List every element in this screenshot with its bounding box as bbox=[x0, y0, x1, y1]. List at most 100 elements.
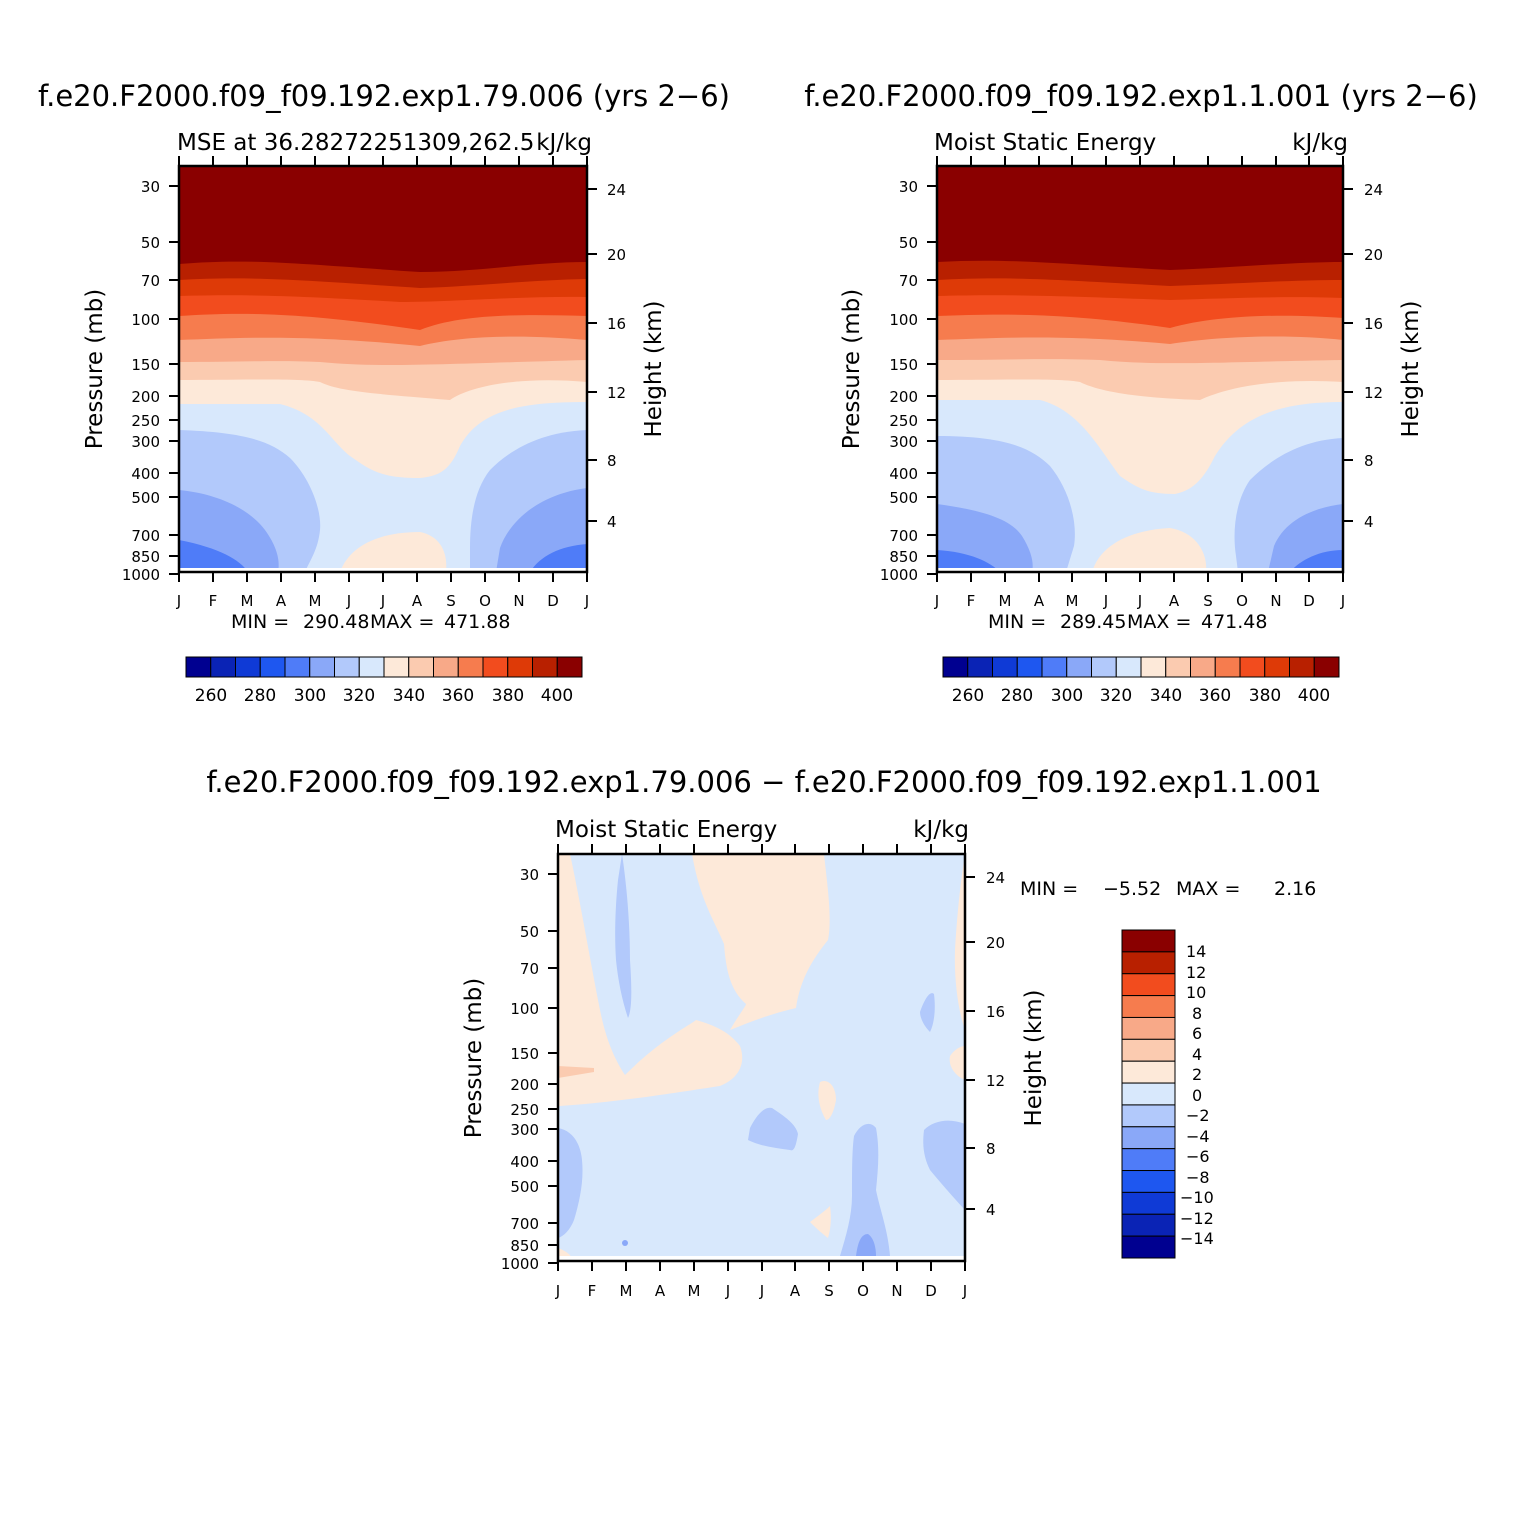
panel-units: kJ/kg bbox=[536, 130, 592, 156]
colorbar-label: 280 bbox=[244, 686, 276, 706]
x-tick-label: J bbox=[934, 592, 939, 610]
colorbar-label: 300 bbox=[294, 686, 326, 706]
colorbar-label: 260 bbox=[952, 686, 984, 706]
colorbar-swatch bbox=[1121, 995, 1176, 1018]
colorbar-swatch bbox=[433, 656, 459, 678]
colorbar-swatch bbox=[1313, 656, 1340, 678]
colorbar-swatch bbox=[334, 656, 360, 678]
colorbar-swatch bbox=[967, 656, 993, 678]
y-tick-label: 100 bbox=[889, 311, 918, 329]
y2-tick-label: 4 bbox=[607, 513, 617, 531]
panel-subtitle: MSE at 36.28272251309,262.5 bbox=[177, 130, 534, 156]
x-tick-label: N bbox=[513, 592, 524, 610]
x-tick-label: J bbox=[725, 1282, 730, 1300]
y-tick-label: 850 bbox=[889, 548, 918, 566]
y-axis-right bbox=[965, 876, 975, 1210]
colorbar-swatch bbox=[1165, 656, 1191, 678]
x-tick-label: J bbox=[759, 1282, 764, 1300]
x-tick-label: A bbox=[1034, 592, 1045, 610]
max-value: 471.88 bbox=[444, 611, 510, 633]
x-tick-label: M bbox=[241, 592, 254, 610]
y2-tick-label: 16 bbox=[1364, 315, 1383, 333]
y-tick-label: 300 bbox=[889, 433, 918, 451]
x-tick-labels: J F M A M J J A S O N D J bbox=[934, 592, 1345, 610]
colorbar-swatch bbox=[1121, 1170, 1176, 1193]
contour-fill bbox=[937, 166, 1343, 572]
y-tick-label: 250 bbox=[510, 1101, 539, 1119]
colorbar-swatch bbox=[1121, 1082, 1176, 1106]
colorbar-label: −6 bbox=[1186, 1147, 1210, 1166]
colorbar-label: 360 bbox=[442, 686, 474, 706]
y-tick-labels: 30 50 70 100 150 200 250 300 400 500 700… bbox=[122, 178, 160, 584]
x-tick-label: O bbox=[857, 1282, 869, 1300]
y2-tick-label: 24 bbox=[607, 181, 626, 199]
y-axis-label: Pressure (mb) bbox=[839, 289, 865, 449]
panel-units: kJ/kg bbox=[913, 817, 969, 843]
panel-title: f.e20.F2000.f09_f09.192.exp1.79.006 (yrs… bbox=[38, 79, 730, 113]
colorbar-label: 10 bbox=[1186, 983, 1206, 1002]
x-tick-label: N bbox=[1270, 592, 1281, 610]
colorbar-horizontal bbox=[942, 656, 1340, 678]
y2-axis-label: Height (km) bbox=[1021, 989, 1047, 1126]
max-value: 471.48 bbox=[1201, 611, 1267, 633]
colorbar-swatch bbox=[210, 656, 236, 678]
y-tick-label: 1000 bbox=[501, 1255, 539, 1273]
colorbar-swatch bbox=[358, 656, 385, 678]
colorbar-swatch bbox=[1121, 1060, 1176, 1084]
y-tick-label: 300 bbox=[510, 1121, 539, 1139]
colorbar-swatch bbox=[1289, 656, 1315, 678]
y-tick-label: 30 bbox=[520, 866, 539, 884]
x-tick-label: M bbox=[688, 1282, 701, 1300]
colorbar-swatch bbox=[383, 656, 410, 678]
colorbar-label: 4 bbox=[1192, 1045, 1202, 1064]
y2-tick-label: 20 bbox=[607, 246, 626, 264]
x-tick-label: F bbox=[209, 592, 218, 610]
y2-axis-label: Height (km) bbox=[1398, 300, 1424, 437]
y-axis-right bbox=[1343, 188, 1353, 522]
colorbar-label: 340 bbox=[1150, 686, 1182, 706]
y-tick-label: 500 bbox=[510, 1178, 539, 1196]
colorbar-swatch bbox=[482, 656, 509, 678]
panel-title: f.e20.F2000.f09_f09.192.exp1.1.001 (yrs … bbox=[804, 79, 1478, 113]
max-label: MAX = bbox=[370, 611, 434, 633]
colorbar-label: 300 bbox=[1051, 686, 1083, 706]
y-axis-label: Pressure (mb) bbox=[461, 978, 487, 1138]
colorbar-swatch bbox=[507, 656, 533, 678]
x-tick-label: A bbox=[412, 592, 423, 610]
colorbar-label: −12 bbox=[1180, 1209, 1214, 1228]
y-tick-label: 300 bbox=[131, 433, 160, 451]
colorbar-swatch bbox=[1121, 1148, 1176, 1172]
colorbar-label: 260 bbox=[195, 686, 227, 706]
x-tick-label: S bbox=[1203, 592, 1213, 610]
x-tick-label: A bbox=[276, 592, 287, 610]
colorbar-label: 400 bbox=[541, 686, 573, 706]
colorbar-swatch bbox=[259, 656, 286, 678]
x-tick-label: D bbox=[925, 1282, 937, 1300]
colorbar-swatch bbox=[1121, 1235, 1176, 1259]
y2-tick-label: 8 bbox=[1364, 452, 1374, 470]
x-tick-label: A bbox=[790, 1282, 801, 1300]
y-tick-label: 250 bbox=[889, 412, 918, 430]
x-tick-label: D bbox=[547, 592, 559, 610]
panel-subtitle: Moist Static Energy bbox=[555, 817, 777, 843]
colorbar-label: 0 bbox=[1192, 1086, 1202, 1105]
colorbar-swatch bbox=[1121, 1191, 1176, 1215]
colorbar-swatch bbox=[408, 656, 434, 678]
panel-units: kJ/kg bbox=[1292, 130, 1348, 156]
colorbar-label: 280 bbox=[1001, 686, 1033, 706]
y-tick-label: 30 bbox=[141, 178, 160, 196]
y-tick-label: 70 bbox=[899, 272, 918, 290]
y2-tick-label: 4 bbox=[986, 1201, 996, 1219]
colorbar-swatch bbox=[1016, 656, 1043, 678]
y2-axis-label: Height (km) bbox=[641, 300, 667, 437]
y-tick-label: 150 bbox=[131, 356, 160, 374]
y-tick-label: 70 bbox=[141, 272, 160, 290]
y2-tick-label: 16 bbox=[607, 315, 626, 333]
y-tick-label: 200 bbox=[510, 1076, 539, 1094]
x-axis bbox=[557, 844, 966, 1271]
y2-tick-label: 12 bbox=[607, 384, 626, 402]
x-tick-label: O bbox=[479, 592, 491, 610]
y-tick-label: 850 bbox=[131, 548, 160, 566]
min-value: −5.52 bbox=[1103, 878, 1161, 900]
